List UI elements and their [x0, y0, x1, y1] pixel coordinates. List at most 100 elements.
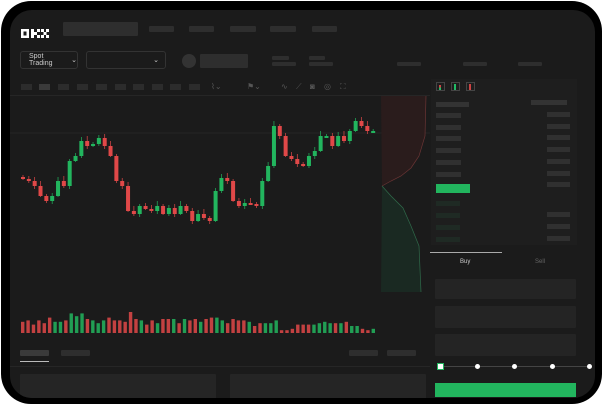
market-selector-button[interactable]: Spot Trading ⌄ — [20, 51, 78, 69]
leverage-slider[interactable] — [437, 362, 592, 372]
candle — [306, 156, 311, 166]
slider-step[interactable] — [587, 364, 592, 369]
indicator-icon[interactable]: ⚑⌄ — [247, 82, 261, 91]
settings-icon[interactable]: ◎ — [324, 82, 331, 91]
candle — [126, 186, 131, 211]
volume-bar — [296, 324, 300, 333]
volume-bar — [161, 319, 165, 333]
ask-amount — [547, 170, 570, 176]
nav-item[interactable] — [312, 26, 337, 32]
volume-bar — [69, 313, 73, 333]
timeframe-button[interactable] — [21, 84, 32, 90]
book-header-amount — [531, 100, 567, 105]
candle — [61, 181, 66, 186]
volume-bar — [306, 324, 311, 333]
slider-step[interactable] — [549, 364, 555, 369]
slider-step[interactable] — [512, 364, 517, 369]
amount-input[interactable] — [435, 306, 576, 328]
stat-value — [272, 62, 296, 66]
book-view-both-icon[interactable] — [436, 82, 445, 91]
book-header-price — [436, 102, 469, 107]
divider — [10, 366, 430, 367]
candle — [231, 181, 236, 201]
chevron-down-icon: ⌄ — [71, 57, 77, 64]
filter-button[interactable] — [349, 350, 378, 356]
volume-bar — [177, 323, 181, 333]
pair-dropdown[interactable]: ⌄ — [86, 51, 166, 69]
volume-bar — [274, 320, 278, 333]
volume-bar — [312, 324, 316, 333]
nav-item[interactable] — [230, 26, 256, 32]
volume-bar — [317, 323, 322, 333]
nav-item[interactable] — [149, 26, 174, 32]
volume-bar — [269, 323, 273, 333]
timeframe-button[interactable] — [58, 84, 69, 90]
ask-amount — [547, 123, 570, 129]
candle — [371, 131, 376, 133]
bid-amount — [547, 236, 570, 241]
ask-amount — [547, 112, 570, 117]
slider-step[interactable] — [474, 364, 480, 369]
submit-buy-button[interactable] — [435, 383, 576, 397]
nav-item[interactable] — [270, 26, 296, 32]
candle — [295, 159, 300, 164]
candle-type-icon[interactable]: ⌇⌄ — [211, 82, 222, 91]
timeframe-button[interactable] — [77, 84, 88, 90]
candle — [196, 214, 201, 221]
price-input[interactable] — [435, 279, 576, 299]
volume-bar — [134, 319, 138, 333]
timeframe-button[interactable] — [152, 84, 163, 90]
timeframe-button[interactable] — [96, 84, 107, 90]
volume-bar — [199, 321, 203, 333]
candle — [248, 203, 253, 205]
candle — [359, 121, 364, 126]
volume-bar — [301, 324, 305, 333]
volume-bar — [258, 323, 262, 333]
ask-amount — [547, 135, 570, 141]
nav-item[interactable] — [189, 26, 214, 32]
fullscreen-icon[interactable]: ⛶ — [340, 82, 346, 91]
candle — [365, 126, 370, 131]
timeframe-button[interactable] — [115, 84, 126, 90]
candle — [149, 209, 154, 211]
filter-button[interactable] — [387, 350, 416, 356]
candle — [341, 136, 346, 141]
candle — [108, 146, 113, 156]
timeframe-button[interactable] — [39, 84, 50, 90]
tab-order-history[interactable] — [61, 350, 90, 356]
volume-bar — [42, 323, 46, 333]
line-tool-icon[interactable]: ∿ — [281, 82, 288, 91]
last-price-badge — [436, 184, 470, 193]
volume-bar — [155, 323, 160, 333]
candlestick-chart[interactable] — [10, 96, 430, 341]
candle — [143, 206, 148, 209]
volume-bar — [96, 323, 100, 333]
ask-price — [436, 148, 461, 154]
volume-bar — [145, 324, 149, 333]
order-book — [431, 79, 577, 245]
candle — [91, 144, 96, 146]
search-bar[interactable] — [63, 22, 138, 36]
ask-price — [436, 159, 461, 165]
candle — [336, 136, 341, 146]
volume-bar — [172, 319, 176, 333]
volume-bar — [333, 323, 338, 333]
book-view-asks-icon[interactable] — [466, 82, 475, 91]
total-input[interactable] — [435, 334, 576, 356]
app-screen: Spot Trading ⌄ ⌄ ⌇⌄ ⚑⌄ ∿ ⟋ ◙ ◎ ⛶ Buy Sell — [10, 10, 595, 398]
book-view-bids-icon[interactable] — [451, 82, 460, 91]
bid-price — [436, 201, 460, 206]
slider-step[interactable] — [437, 363, 444, 370]
tab-buy[interactable]: Buy — [460, 259, 471, 265]
okx-logo[interactable] — [21, 25, 49, 38]
tab-open-orders[interactable] — [20, 350, 49, 356]
timeframe-button[interactable] — [189, 84, 200, 90]
volume-bar — [80, 313, 84, 333]
timeframe-button[interactable] — [133, 84, 144, 90]
tab-sell[interactable]: Sell — [535, 259, 546, 265]
candle — [172, 208, 177, 214]
camera-icon[interactable]: ◙ — [310, 82, 315, 91]
ruler-icon[interactable]: ⟋ — [296, 82, 302, 91]
timeframe-button[interactable] — [170, 84, 181, 90]
